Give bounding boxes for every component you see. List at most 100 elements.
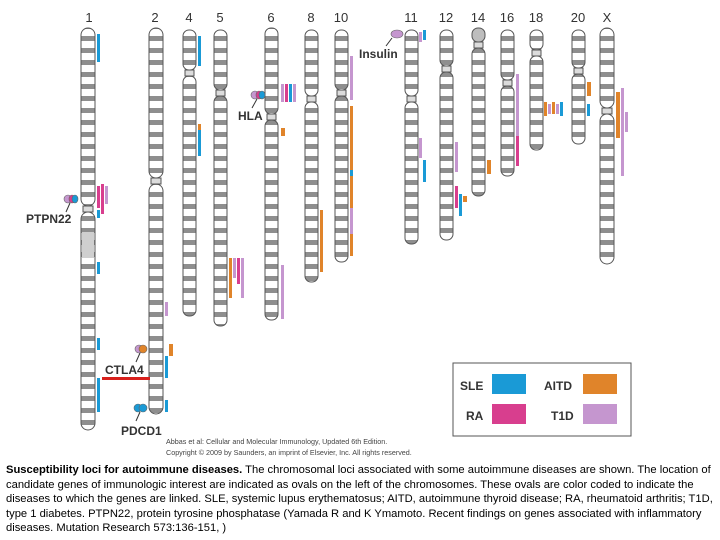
legend-swatch-ra [492, 404, 526, 424]
chromosome-diagram: 1 2 4 5 6 8 10 11 12 14 16 18 20 X [26, 10, 632, 457]
bar-t1d [281, 265, 284, 319]
bar-aitd [587, 82, 591, 96]
bar-t1d [350, 208, 353, 234]
legend-box [452, 362, 632, 437]
chromosomes [80, 27, 615, 431]
pdcd1-pointer [135, 411, 141, 422]
legend-label-aitd: AITD [544, 379, 572, 393]
chromosome-label-2: 2 [151, 10, 158, 25]
bar-t1d [419, 138, 422, 158]
ptpn22-oval-sle [71, 194, 79, 204]
pdcd1-label: PDCD1 [121, 424, 162, 438]
chromosome-18 [529, 29, 544, 151]
legend-swatch-t1d [583, 404, 617, 424]
legend-label-t1d: T1D [551, 409, 574, 423]
insulin-label: Insulin [359, 47, 398, 61]
bar-sle [97, 338, 100, 350]
bar-t1d [105, 186, 108, 204]
bar-sle [97, 210, 100, 218]
bar-t1d [281, 84, 284, 102]
chromosome-8 [304, 29, 319, 283]
bar-t1d [293, 84, 296, 102]
bar-sle [97, 262, 100, 274]
bar-ra [516, 136, 519, 166]
insulin-pointer [385, 37, 393, 47]
bar-ra [455, 186, 458, 208]
ctla4-label: CTLA4 [105, 363, 144, 377]
bar-sle [198, 36, 201, 66]
bar-t1d [625, 112, 628, 132]
bar-sle [289, 84, 292, 102]
bar-t1d [233, 258, 236, 278]
chromosome-label-1: 1 [85, 10, 92, 25]
bar-t1d [556, 104, 559, 114]
bar-t1d [165, 302, 168, 316]
chromosome-number-labels: 1 2 4 5 6 8 10 11 12 14 16 18 20 X [85, 10, 611, 25]
bar-sle [459, 194, 462, 216]
bar-sle [560, 102, 563, 116]
insulin-oval [390, 29, 404, 39]
bar-aitd [552, 102, 555, 114]
caption-body: The chromosomal loci associated with som… [6, 464, 713, 535]
chromosome-label-5: 5 [216, 10, 223, 25]
bar-sle [587, 104, 590, 116]
bar-ra [237, 258, 240, 284]
credit-line-1: Abbas et al: Cellular and Molecular Immu… [166, 437, 387, 446]
bar-ra [101, 184, 104, 214]
ctla4-pointer [135, 352, 141, 363]
hla-label: HLA [238, 109, 263, 123]
bar-sle [198, 130, 201, 156]
bar-sle [97, 34, 100, 62]
chromosome-6 [264, 27, 279, 321]
bar-sle [423, 30, 426, 40]
bar-t1d [419, 32, 422, 42]
bar-t1d [516, 74, 519, 166]
legend-swatch-aitd [583, 374, 617, 394]
bar-aitd [350, 106, 353, 256]
chromosome-label-4: 4 [185, 10, 192, 25]
legend-swatch-sle [492, 374, 526, 394]
chromosome-10 [334, 29, 349, 263]
chromosome-label-14: 14 [471, 10, 485, 25]
chromosome-12 [439, 29, 454, 241]
caption-title: Susceptibility loci for autoimmune disea… [6, 464, 243, 476]
bar-sle [97, 378, 100, 412]
bar-sle [423, 160, 426, 182]
bar-sle [350, 170, 353, 176]
chromosome-4 [182, 29, 197, 317]
chromosome-label-6: 6 [267, 10, 274, 25]
bar-aitd [169, 344, 173, 356]
bar-sle [165, 356, 168, 378]
chromosome-label-20: 20 [571, 10, 585, 25]
bar-t1d [241, 258, 244, 298]
hla-pointer [251, 98, 258, 109]
ptpn22-pointer [65, 202, 71, 213]
figure-caption: Susceptibility loci for autoimmune disea… [6, 463, 714, 536]
chromosome-label-10: 10 [334, 10, 348, 25]
chromosome-label-18: 18 [529, 10, 543, 25]
chromosome-2 [148, 27, 164, 415]
bar-t1d [455, 142, 458, 172]
copyright-credit: Abbas et al: Cellular and Molecular Immu… [166, 437, 412, 457]
bar-aitd [320, 210, 323, 272]
pdcd1-oval-sle [138, 403, 148, 413]
bar-t1d [548, 104, 551, 114]
chromosome-11 [404, 29, 419, 245]
bar-t1d [350, 56, 353, 100]
legend-label-ra: RA [466, 409, 484, 423]
gene-markers: Insulin HLA PTPN22 CTLA4 PDCD1 [26, 29, 404, 438]
bar-aitd [229, 258, 232, 298]
bar-aitd [544, 102, 547, 116]
bar-aitd [616, 92, 620, 138]
ctla4-oval-aitd [138, 344, 148, 354]
chromosome-14 [471, 27, 486, 197]
ptpn22-label: PTPN22 [26, 212, 72, 226]
chromosome-x [599, 27, 615, 265]
chromosome-label-8: 8 [307, 10, 314, 25]
legend: SLE AITD RA T1D [452, 362, 632, 437]
credit-line-2: Copyright © 2009 by Saunders, an imprint… [166, 448, 412, 457]
chromosome-5 [213, 29, 228, 327]
ctla4-underline [102, 377, 150, 380]
chromosome-16 [500, 29, 515, 177]
chromosome-label-16: 16 [500, 10, 514, 25]
